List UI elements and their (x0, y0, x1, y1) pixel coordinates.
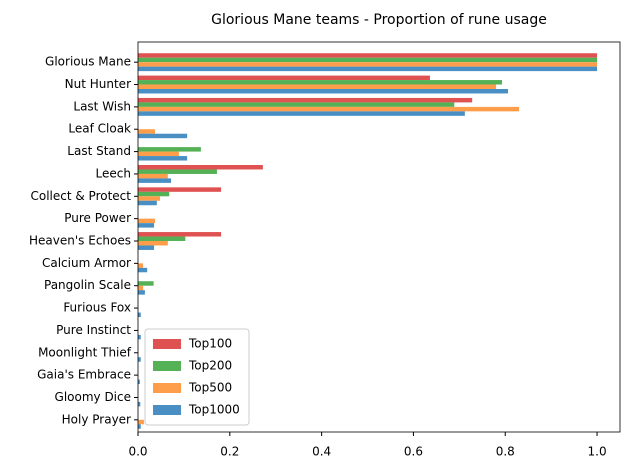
legend-box (144, 328, 250, 426)
x-tick-label: 0.6 (404, 445, 423, 459)
x-tick-label: 0.0 (128, 445, 147, 459)
y-tick-label: Leech (96, 166, 131, 180)
axes-frame (137, 41, 621, 433)
bar (138, 84, 497, 89)
bar (138, 106, 520, 112)
bar (138, 129, 155, 134)
bar (138, 169, 217, 174)
bar (138, 80, 503, 85)
bar (138, 89, 508, 94)
legend-label: Top200 (188, 359, 232, 373)
bar (138, 53, 598, 58)
y-tick-label: Last Wish (73, 99, 131, 113)
bar (138, 236, 186, 241)
bar (138, 102, 455, 107)
bar (138, 218, 155, 224)
bar (138, 334, 141, 340)
bar (138, 357, 141, 362)
bar (138, 312, 141, 317)
y-tick-label: Gloomy Dice (55, 390, 131, 404)
bar (138, 57, 598, 63)
bar (138, 424, 141, 429)
bar (138, 379, 140, 385)
bar (138, 165, 263, 170)
bar (138, 187, 222, 192)
bar (138, 290, 145, 295)
bar (138, 200, 157, 206)
y-tick-label: Nut Hunter (65, 77, 131, 91)
bar (138, 62, 598, 67)
bar (138, 267, 148, 273)
y-tick-label: Pure Instinct (56, 323, 131, 337)
y-tick-label: Calcium Armor (42, 256, 131, 270)
x-tick-label: 0.4 (312, 445, 331, 459)
bar (138, 232, 222, 237)
y-tick-label: Collect & Protect (31, 189, 132, 203)
y-tick-label: Leaf Cloak (68, 122, 131, 136)
y-tick-label: Moonlight Thief (38, 345, 132, 359)
y-tick-label: Heaven's Echoes (29, 234, 131, 248)
bar (138, 173, 168, 179)
legend-swatch (153, 405, 181, 415)
y-tick-label: Gaia's Embrace (37, 368, 131, 382)
bar (138, 97, 473, 103)
bar (138, 281, 154, 286)
bar (138, 133, 188, 139)
y-tick-label: Last Stand (67, 144, 131, 158)
x-tick-label: 0.8 (496, 445, 515, 459)
legend-label: Top100 (188, 337, 232, 351)
bar (138, 285, 144, 291)
legend-label: Top500 (188, 381, 232, 395)
bar (138, 223, 155, 228)
legend-label: Top1000 (188, 403, 240, 417)
legend-swatch (153, 383, 181, 393)
bar (138, 419, 144, 425)
bar (138, 75, 430, 81)
y-tick-label: Pangolin Scale (44, 278, 131, 292)
y-tick-label: Pure Power (64, 211, 131, 225)
bar (138, 147, 201, 152)
chart-title: Glorious Mane teams - Proportion of rune… (211, 12, 547, 28)
bar (138, 151, 179, 157)
bar (138, 401, 141, 407)
bar (138, 156, 188, 161)
bar (138, 178, 172, 183)
bar (138, 263, 144, 268)
bar (138, 191, 170, 197)
legend-swatch (153, 361, 181, 371)
legend-swatch (153, 339, 181, 349)
bar (138, 241, 168, 246)
y-tick-label: Holy Prayer (62, 412, 131, 426)
x-tick-label: 0.2 (220, 445, 239, 459)
bar (138, 111, 465, 116)
bar (138, 245, 155, 250)
bar (138, 66, 598, 72)
y-tick-label: Furious Fox (63, 301, 131, 315)
y-tick-label: Glorious Mane (45, 55, 131, 69)
x-tick-label: 1.0 (588, 445, 607, 459)
bar (138, 196, 161, 201)
